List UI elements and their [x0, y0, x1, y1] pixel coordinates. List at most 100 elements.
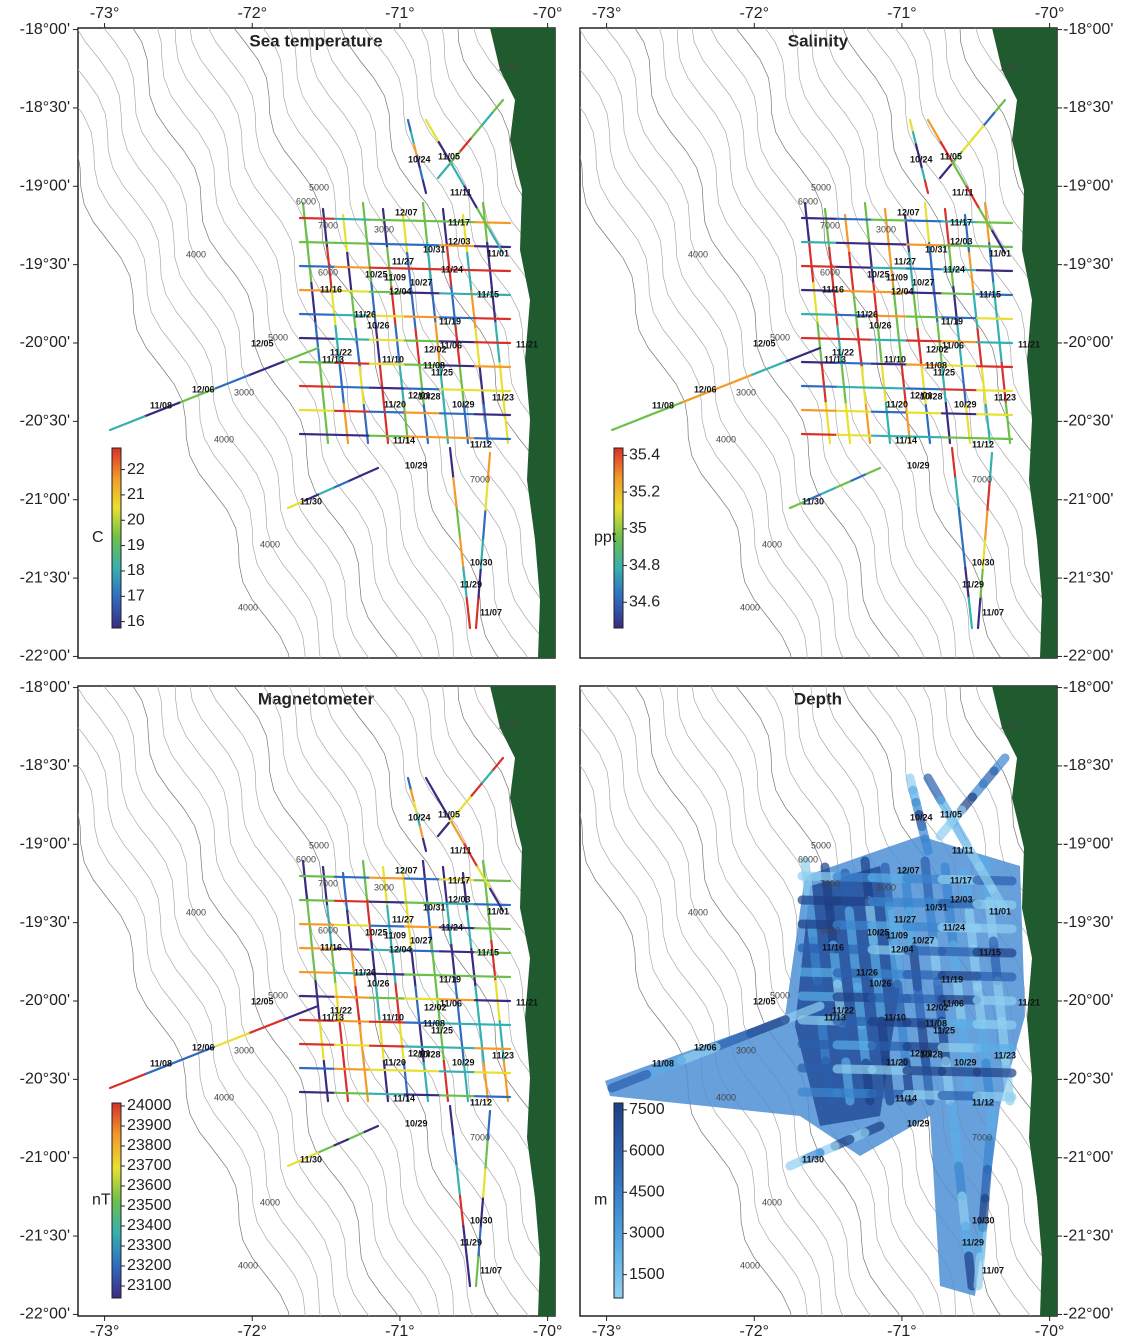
track-date-label: 10/30: [972, 557, 995, 567]
survey-track: [485, 482, 487, 511]
lon-tick-label: -70°: [533, 1323, 563, 1337]
lat-tick-label: -21°30': [20, 569, 70, 586]
survey-track: [335, 997, 370, 998]
survey-track: [902, 365, 906, 404]
survey-track: [110, 1074, 145, 1088]
survey-track: [452, 822, 465, 844]
track-date-label: 11/20: [384, 399, 406, 409]
track-date-label: 11/05: [940, 151, 962, 161]
survey-track: [977, 928, 1012, 929]
survey-track: [837, 1069, 872, 1070]
survey-track: [335, 243, 370, 244]
survey-track: [942, 1047, 977, 1048]
survey-track: [476, 329, 480, 367]
survey-track: [370, 220, 405, 221]
survey-track: [405, 389, 440, 390]
track-date-label: 11/30: [802, 1154, 824, 1164]
survey-track: [983, 113, 994, 126]
track-date-label: 11/08: [150, 1058, 172, 1068]
track-date-label: 11/23: [492, 392, 514, 402]
contour-label: 1000: [1000, 62, 1020, 72]
survey-track: [492, 758, 503, 771]
contour-label: 4000: [716, 1092, 736, 1102]
survey-track: [356, 329, 360, 367]
contour-label: 4000: [186, 907, 206, 917]
lat-tick-label: -20°00': [1063, 334, 1113, 351]
track-date-label: 11/14: [895, 435, 917, 445]
track-date-label: 11/26: [856, 309, 878, 319]
survey-track: [802, 314, 837, 315]
survey-track: [420, 827, 423, 839]
lon-tick-label: -72°: [739, 1323, 769, 1337]
survey-track: [348, 475, 363, 482]
survey-track: [977, 1000, 1012, 1001]
survey-track: [849, 253, 853, 291]
survey-track: [423, 839, 426, 851]
contour-line: [449, 646, 740, 1337]
survey-track: [907, 341, 942, 342]
survey-track: [837, 243, 872, 244]
survey-track: [300, 218, 335, 219]
track-date-label: 11/17: [950, 217, 972, 227]
survey-track: [475, 928, 510, 929]
contour-label: 7000: [820, 220, 840, 230]
survey-track: [400, 1023, 404, 1062]
survey-track: [865, 468, 880, 475]
track-date-label: 10/30: [972, 1215, 995, 1225]
colorbar-tick-label: 16: [127, 613, 145, 630]
survey-track: [335, 387, 370, 388]
survey-track: [335, 901, 370, 902]
colorbar: [112, 448, 121, 628]
track-date-label: 11/16: [822, 284, 844, 294]
track-date-label: 11/23: [994, 392, 1016, 402]
track-date-label: 12/03: [950, 894, 973, 904]
survey-track: [438, 823, 449, 836]
contour-line: [317, 0, 609, 708]
survey-track: [370, 340, 405, 341]
colorbar-tick-label: 4500: [629, 1183, 665, 1200]
contour-label: 7000: [972, 1132, 992, 1142]
survey-track: [300, 900, 335, 901]
track-date-label: 11/08: [652, 400, 674, 410]
track-date-label: 11/09: [886, 272, 908, 282]
survey-track: [420, 169, 423, 181]
survey-track: [370, 1070, 405, 1071]
lon-tick-label: -70°: [1035, 1323, 1065, 1337]
track-date-label: 11/29: [962, 1237, 984, 1247]
survey-track: [475, 366, 510, 367]
contour-label: 5000: [811, 840, 831, 850]
survey-track: [467, 911, 471, 949]
survey-track: [837, 997, 872, 998]
track-date-label: 11/20: [886, 399, 908, 409]
survey-track: [882, 363, 886, 403]
lon-tick-label: -71°: [385, 5, 415, 22]
track-date-label: 10/29: [954, 399, 977, 409]
contour-label: 3000: [736, 1045, 756, 1055]
survey-track: [802, 900, 837, 901]
survey-track: [850, 475, 865, 482]
survey-track: [300, 410, 335, 411]
colorbar-tick-label: 17: [127, 588, 145, 605]
survey-track: [973, 126, 984, 139]
track-date-label: 10/29: [452, 399, 475, 409]
lat-tick-label: -18°30': [1063, 757, 1113, 774]
lat-tick-label: -18°30': [20, 99, 70, 116]
track-date-label: 11/25: [933, 367, 955, 377]
colorbar-unit: C: [92, 529, 104, 546]
survey-track: [408, 120, 411, 132]
survey-track: [335, 925, 370, 926]
survey-track: [818, 323, 822, 363]
survey-track: [423, 181, 426, 193]
survey-track: [335, 411, 370, 412]
survey-track: [335, 267, 370, 268]
track-date-label: 12/05: [753, 996, 776, 1006]
contour-label: 5000: [811, 182, 831, 192]
survey-track: [370, 1046, 405, 1047]
survey-track: [475, 342, 510, 343]
survey-track: [985, 511, 987, 540]
track-date-label: 11/17: [448, 217, 470, 227]
survey-track: [440, 951, 475, 952]
survey-track: [977, 1048, 1012, 1049]
track-date-label: 10/28: [920, 391, 943, 401]
lon-tick-label: -73°: [90, 5, 120, 22]
